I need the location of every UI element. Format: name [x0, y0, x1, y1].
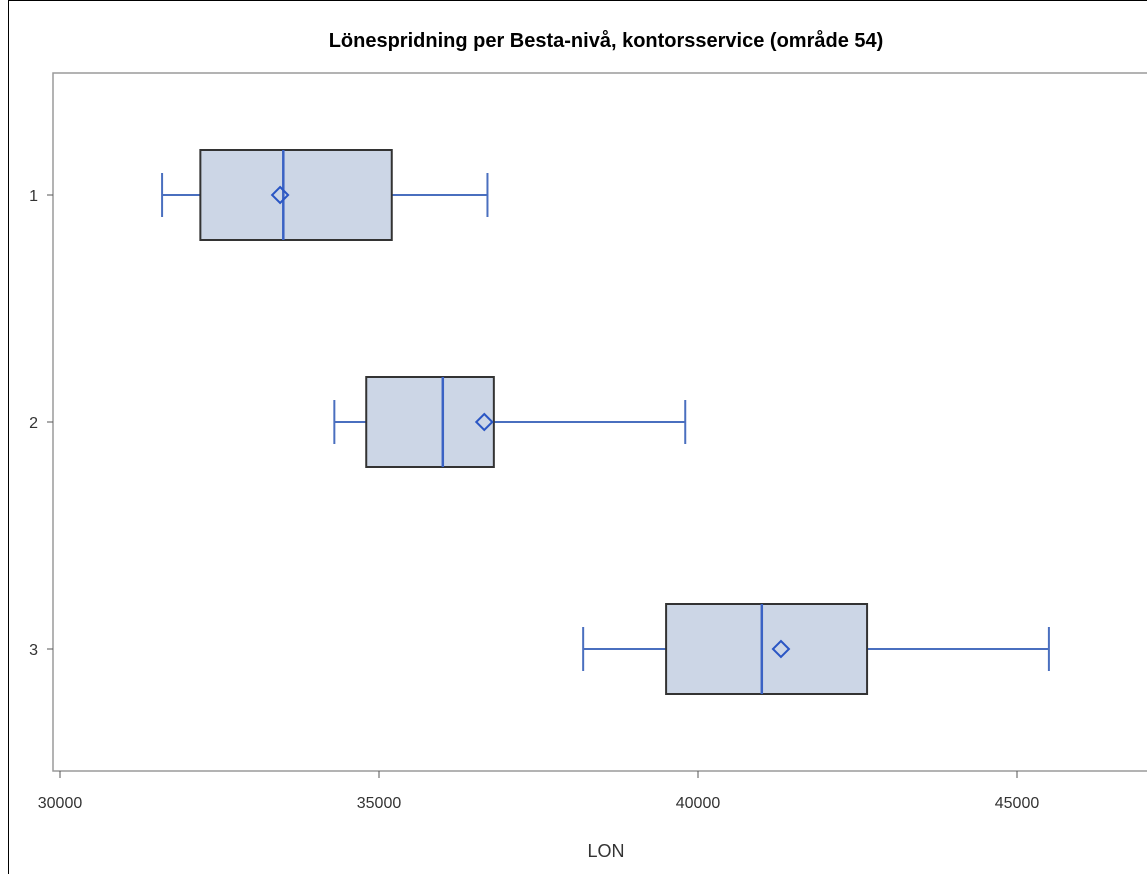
iqr-box [665, 603, 869, 695]
x-axis-label: LON [587, 841, 624, 861]
y-tick-label: 1 [29, 188, 38, 205]
mean-marker [771, 639, 791, 659]
chart-title: Lönespridning per Besta-nivå, kontorsser… [328, 30, 884, 52]
iqr-box [199, 149, 393, 241]
box-3 [582, 603, 1050, 695]
box-1 [161, 149, 489, 241]
x-tick-label: 40000 [676, 795, 721, 812]
iqr-box [365, 376, 495, 468]
chart-frame [8, 0, 1147, 874]
mean-marker [270, 185, 290, 205]
box-2 [333, 376, 687, 468]
mean-marker [474, 412, 494, 432]
x-tick-label: 35000 [357, 795, 402, 812]
y-tick-label: 2 [29, 415, 38, 432]
y-axis: 1 2 3 [29, 188, 53, 659]
x-tick-label: 45000 [995, 795, 1040, 812]
box-series [161, 149, 1050, 695]
x-axis: 30000 35000 40000 45000 [38, 771, 1040, 812]
y-tick-label: 3 [29, 642, 38, 659]
x-tick-label: 30000 [38, 795, 83, 812]
